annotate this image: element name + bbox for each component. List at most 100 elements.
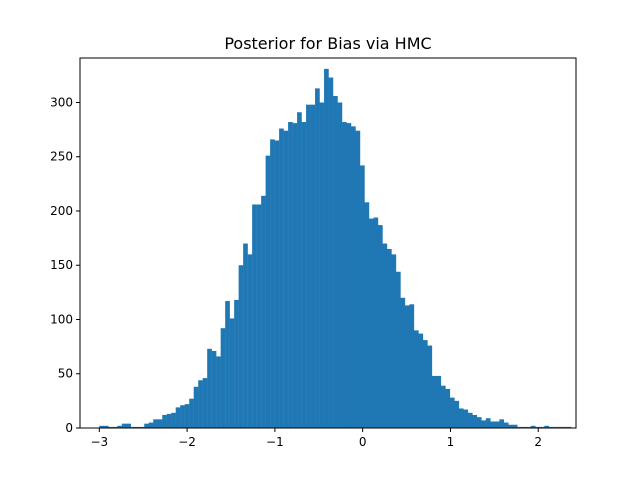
histogram-bar [499,419,505,428]
histogram-bar [490,421,496,428]
histogram-bar [458,408,464,428]
histogram-bar [198,380,203,428]
histogram-bar [157,419,163,428]
histogram-bar [395,271,401,428]
histogram-bar [202,378,208,428]
histogram-bar [472,414,478,428]
histogram-bar [562,426,567,428]
histogram-bar [508,424,514,428]
histogram-bar [566,426,572,428]
histogram-bar [99,425,104,428]
histogram-bar [422,340,428,428]
histogram-bar [382,243,388,428]
y-tick-label: 0 [65,421,73,435]
histogram-bar [467,412,473,428]
y-tick-label: 300 [50,95,73,109]
histogram-bar [220,328,226,428]
histogram-bar [148,422,154,428]
histogram-bar [126,423,131,428]
histogram-bar [360,165,365,429]
histogram-bar [440,385,446,428]
y-tick-label: 250 [50,150,73,164]
histogram-bar [400,297,406,428]
x-tick-label: 1 [447,435,455,449]
histogram-bar [279,128,284,428]
x-tick-label: 0 [359,435,367,449]
histogram-bar [288,122,293,429]
histogram-bar [162,414,167,428]
histogram-bar [256,204,262,428]
histogram-bar [108,426,113,428]
histogram-bar [512,424,518,428]
y-tick-label: 100 [50,312,73,326]
histogram-bar [454,400,460,428]
histogram-bar [328,77,334,428]
histogram-bar [306,104,311,428]
histogram-bar [481,420,487,428]
histogram-bar [449,397,455,428]
histogram-bars [99,68,572,429]
histogram-bar [135,426,140,428]
histogram-bar [485,418,491,428]
y-axis: 0 50 100 150 200 250 300 [50,95,80,435]
histogram-bar [252,204,257,428]
histogram-bar [418,333,424,428]
histogram-bar [364,202,370,428]
histogram-bar [530,425,536,428]
histogram-bar [431,375,437,428]
histogram-bar [351,126,356,429]
chart-title: Posterior for Bias via HMC [224,34,431,53]
histogram-bar [270,139,275,428]
histogram-bar [292,123,298,428]
histogram-bar [171,412,176,428]
histogram-bar [315,88,320,428]
histogram-bar [153,419,158,428]
histogram-bar [503,422,509,428]
histogram-bar [557,426,563,428]
histogram-bar [274,140,280,428]
histogram-bar [265,155,271,428]
histogram-bar [391,254,397,428]
histogram-bar [117,425,122,428]
histogram-bar [229,318,235,428]
histogram-bar [427,345,433,428]
histogram-bar [333,95,338,428]
histogram-bar [404,305,410,428]
x-tick-label: 2 [534,435,542,449]
histogram-bar [112,426,118,428]
x-tick-label: −1 [266,435,284,449]
histogram-bar [297,112,302,428]
x-axis: −3 −2 −1 0 1 2 [90,428,542,449]
histogram-bar [539,426,545,428]
histogram-bar [521,426,527,428]
histogram-bar [189,398,194,428]
histogram-bar [247,254,253,428]
histogram-bar [193,386,199,428]
y-tick-label: 200 [50,204,73,218]
histogram-bar [301,122,307,429]
y-tick-label: 50 [58,367,73,381]
histogram-bar [544,425,549,428]
histogram-bar [409,304,415,428]
x-tick-label: −3 [90,435,108,449]
histogram-bar [319,102,325,429]
histogram-bar [346,123,352,428]
histogram-bar [180,405,185,428]
histogram-bar [234,299,239,428]
histogram-bar [526,426,531,428]
histogram-bar [184,404,190,428]
histogram-bar [342,122,347,429]
histogram-bar [283,130,289,428]
histogram-bar [386,248,392,428]
histogram-bar [243,243,248,428]
histogram-bar [445,388,451,428]
histogram-bar [211,350,217,428]
histogram-bar [207,348,212,428]
plot-frame [79,57,577,429]
histogram-bar [144,423,149,428]
histogram-bar [463,409,469,428]
histogram-bar [103,425,109,428]
histogram-bar [548,426,554,428]
